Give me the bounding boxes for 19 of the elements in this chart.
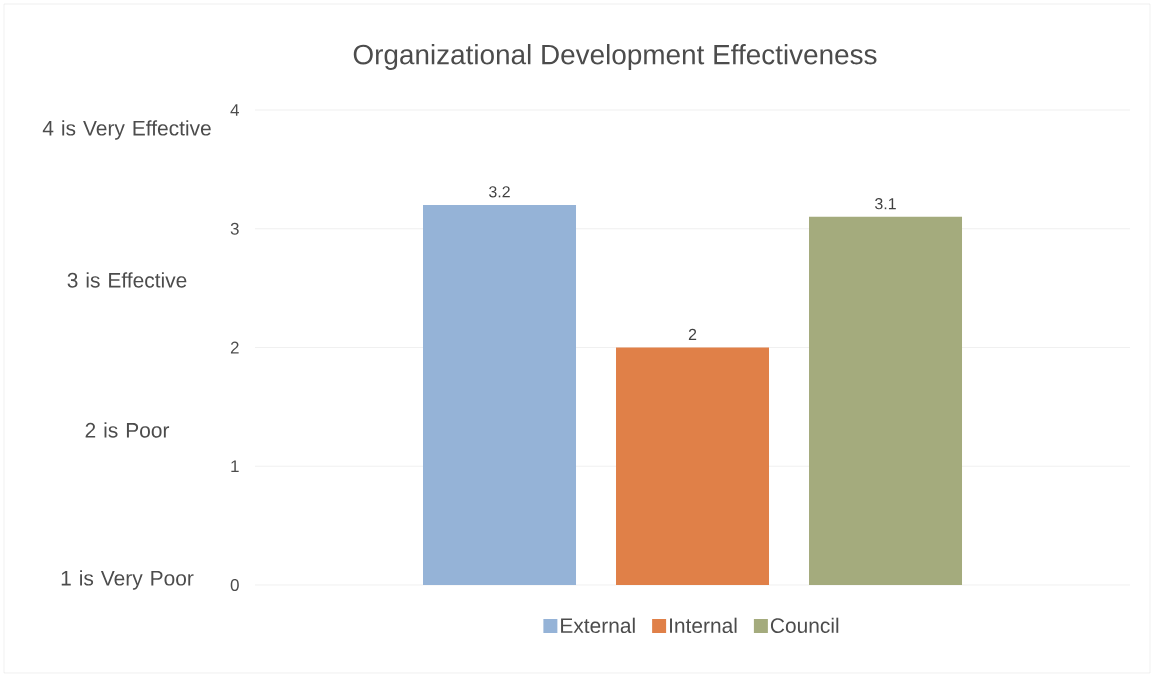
y-tick-label: 0	[230, 578, 239, 591]
text: 4 is Very Effective	[42, 120, 211, 140]
data-label: 3.2	[489, 186, 510, 198]
legend-label: External	[561, 617, 635, 634]
data-label: 2	[688, 328, 697, 340]
text: 3 is Effective	[67, 272, 187, 288]
y-tick-label: 2	[230, 341, 239, 354]
legend-label: Council	[770, 617, 839, 634]
data-label: 3.1	[875, 198, 896, 210]
legend-label: Internal	[670, 617, 737, 634]
bar	[616, 347, 770, 585]
y-tick-label: 1	[231, 460, 239, 473]
text: 1 is Very Poor	[61, 570, 194, 590]
y-tick-label: 3	[230, 222, 239, 235]
text: 2 is Poor	[85, 422, 170, 438]
y-tick-label: 4	[230, 104, 239, 116]
chart-title: Organizational Development Effectiveness	[353, 44, 877, 70]
bar	[809, 216, 963, 585]
bar	[423, 204, 577, 585]
